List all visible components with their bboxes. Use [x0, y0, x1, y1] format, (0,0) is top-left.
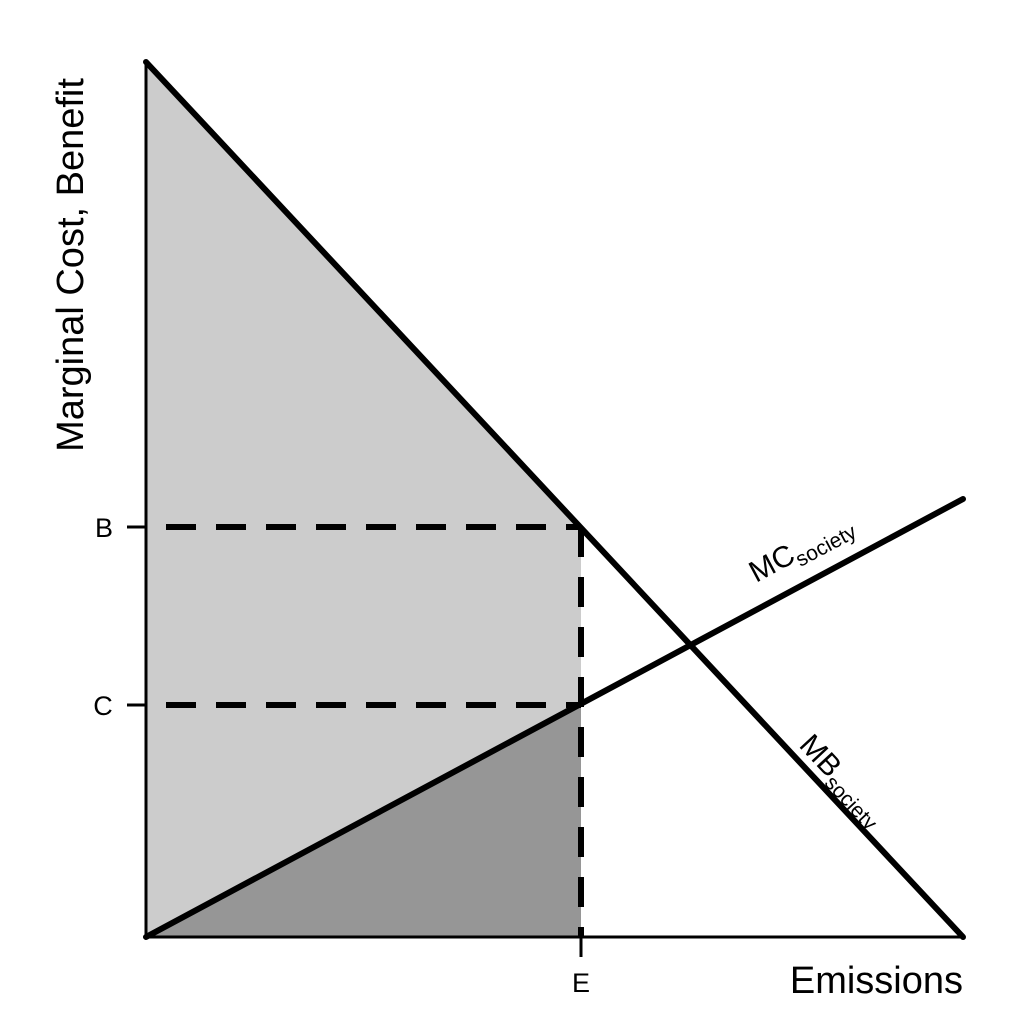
mb-label-subscript: society: [820, 771, 882, 835]
mb-society-curve: [143, 59, 966, 940]
y-axis-title: Marginal Cost, Benefit: [50, 78, 92, 452]
tick-label-e: E: [572, 968, 590, 998]
mc-label-subscript: society: [792, 520, 861, 571]
mc-society-label: MCsociety: [744, 507, 861, 594]
benefit-area: [146, 62, 581, 937]
x-axis-title: Emissions: [790, 960, 963, 1002]
mb-society-label: MBsociety: [789, 728, 892, 835]
mc-society-curve: [143, 496, 966, 940]
tick-label-b: B: [95, 513, 113, 543]
tick-label-c: C: [93, 691, 113, 721]
mc-label-main: MC: [744, 538, 801, 589]
